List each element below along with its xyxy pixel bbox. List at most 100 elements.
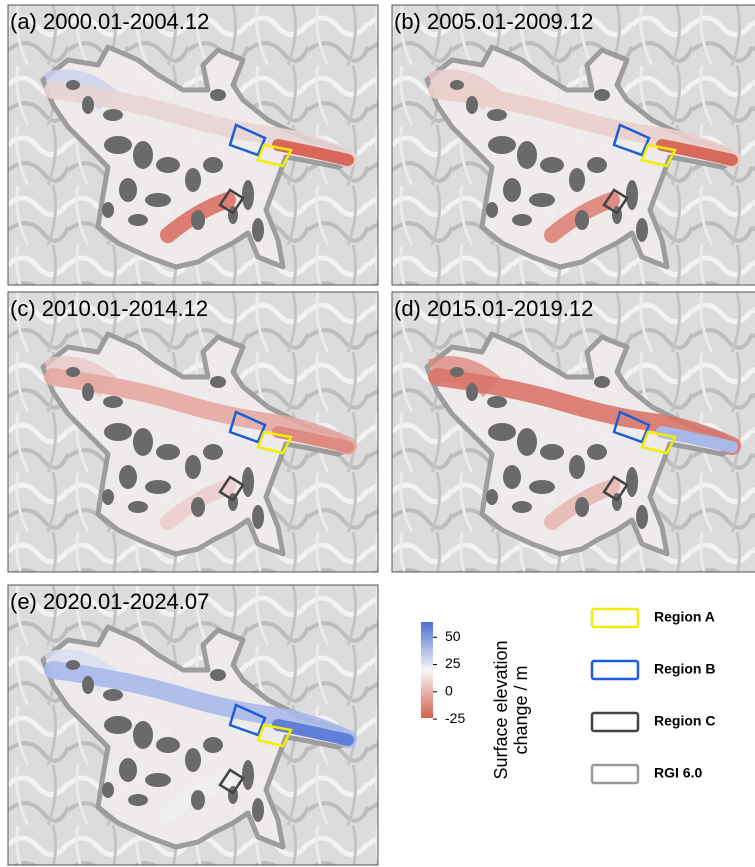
nunatak: [203, 444, 223, 460]
elevation-change-trunk: [44, 368, 357, 455]
legend-swatch: [590, 607, 640, 629]
region-c-box: [218, 475, 245, 502]
nunatak: [191, 790, 205, 810]
nunatak: [540, 157, 564, 173]
elevation-change-trunk: [428, 368, 741, 455]
elevation-change-trunk: [428, 81, 741, 168]
region-a-box: [640, 143, 677, 168]
nunatak: [203, 737, 223, 753]
legend-swatch: [590, 659, 640, 681]
nunatak: [636, 505, 648, 529]
nunatak: [486, 489, 498, 505]
legend: Region A Region B Region C RGI 6.0: [590, 607, 715, 785]
nunatak: [128, 214, 148, 226]
nunatak: [242, 760, 254, 790]
region-a-box: [640, 430, 677, 455]
nunatak: [569, 168, 585, 192]
nunatak: [119, 178, 137, 202]
nunatak: [636, 218, 648, 242]
panel-title: (e) 2020.01-2024.07: [10, 589, 209, 614]
region-a-box: [256, 430, 293, 455]
nunatak: [587, 157, 607, 173]
nunatak: [517, 428, 537, 456]
nunatak: [156, 157, 180, 173]
nunatak: [575, 497, 589, 517]
legend-label: RGI 6.0: [654, 765, 702, 781]
region-b-box: [612, 410, 651, 444]
nunatak: [102, 202, 114, 218]
nunatak: [82, 676, 94, 694]
nunatak: [488, 136, 516, 154]
nunatak: [594, 376, 610, 388]
nunatak: [104, 716, 132, 734]
nunatak: [503, 465, 521, 489]
nunatak: [102, 782, 114, 798]
nunatak: [210, 89, 226, 101]
elevation-change-tongue: [656, 426, 738, 453]
elevation-change-tongue: [656, 139, 738, 166]
nunatak: [103, 689, 123, 701]
elevation-change-tongue: [272, 426, 354, 453]
nunatak: [119, 465, 137, 489]
nunatak: [486, 202, 498, 218]
nunatak: [185, 748, 201, 772]
nunatak: [529, 193, 555, 207]
nunatak: [466, 96, 478, 114]
nunatak: [210, 669, 226, 681]
elevation-change-tongue: [272, 719, 354, 746]
nunatak: [103, 109, 123, 121]
nunatak: [66, 367, 80, 377]
nunatak: [594, 89, 610, 101]
nunatak: [252, 218, 264, 242]
region-b-box: [228, 703, 267, 737]
region-c-box: [602, 475, 629, 502]
nunatak: [133, 428, 153, 456]
legend-swatch: [590, 711, 640, 733]
region-c-box: [218, 188, 245, 215]
legend-label: Region B: [654, 661, 715, 677]
panel-title: (b) 2005.01-2009.12: [394, 9, 593, 34]
nunatak: [626, 467, 638, 497]
nunatak: [119, 758, 137, 782]
nunatak: [145, 480, 171, 494]
colorbar: Surface elevation change / m 50 25 0 -25: [421, 622, 531, 780]
nunatak: [540, 444, 564, 460]
panels: (a) 2000.01-2004.12 (b) 2005.01-2009.12 (c…: [7, 4, 755, 866]
nunatak: [103, 396, 123, 408]
nunatak: [66, 80, 80, 90]
region-b-box: [228, 410, 267, 444]
nunatak: [626, 180, 638, 210]
nunatak: [156, 444, 180, 460]
nunatak: [145, 773, 171, 787]
colorbar-ramp: [421, 622, 433, 718]
nunatak: [191, 210, 205, 230]
legend-label: Region A: [654, 609, 715, 625]
nunatak: [145, 193, 171, 207]
nunatak: [104, 136, 132, 154]
nunatak: [66, 660, 80, 670]
region-a-box: [256, 143, 293, 168]
nunatak: [487, 396, 507, 408]
colorbar-tick-label: -25: [445, 710, 465, 726]
nunatak: [466, 383, 478, 401]
region-c-box: [602, 188, 629, 215]
nunatak: [587, 444, 607, 460]
region-c-box: [218, 768, 245, 795]
map-panel: (b) 2005.01-2009.12: [391, 4, 755, 286]
nunatak: [185, 455, 201, 479]
nunatak: [450, 367, 464, 377]
nunatak: [203, 157, 223, 173]
nunatak: [133, 721, 153, 749]
nunatak: [191, 497, 205, 517]
nunatak: [185, 168, 201, 192]
nunatak: [450, 80, 464, 90]
nunatak: [252, 798, 264, 822]
map-panel: (a) 2000.01-2004.12: [7, 4, 379, 286]
region-b-box: [228, 123, 267, 157]
map-panel: (c) 2010.01-2014.12: [7, 291, 379, 573]
nunatak: [517, 141, 537, 169]
nunatak: [242, 467, 254, 497]
colorbar-tick-label: 50: [445, 628, 461, 644]
panel-title: (d) 2015.01-2019.12: [394, 296, 593, 321]
